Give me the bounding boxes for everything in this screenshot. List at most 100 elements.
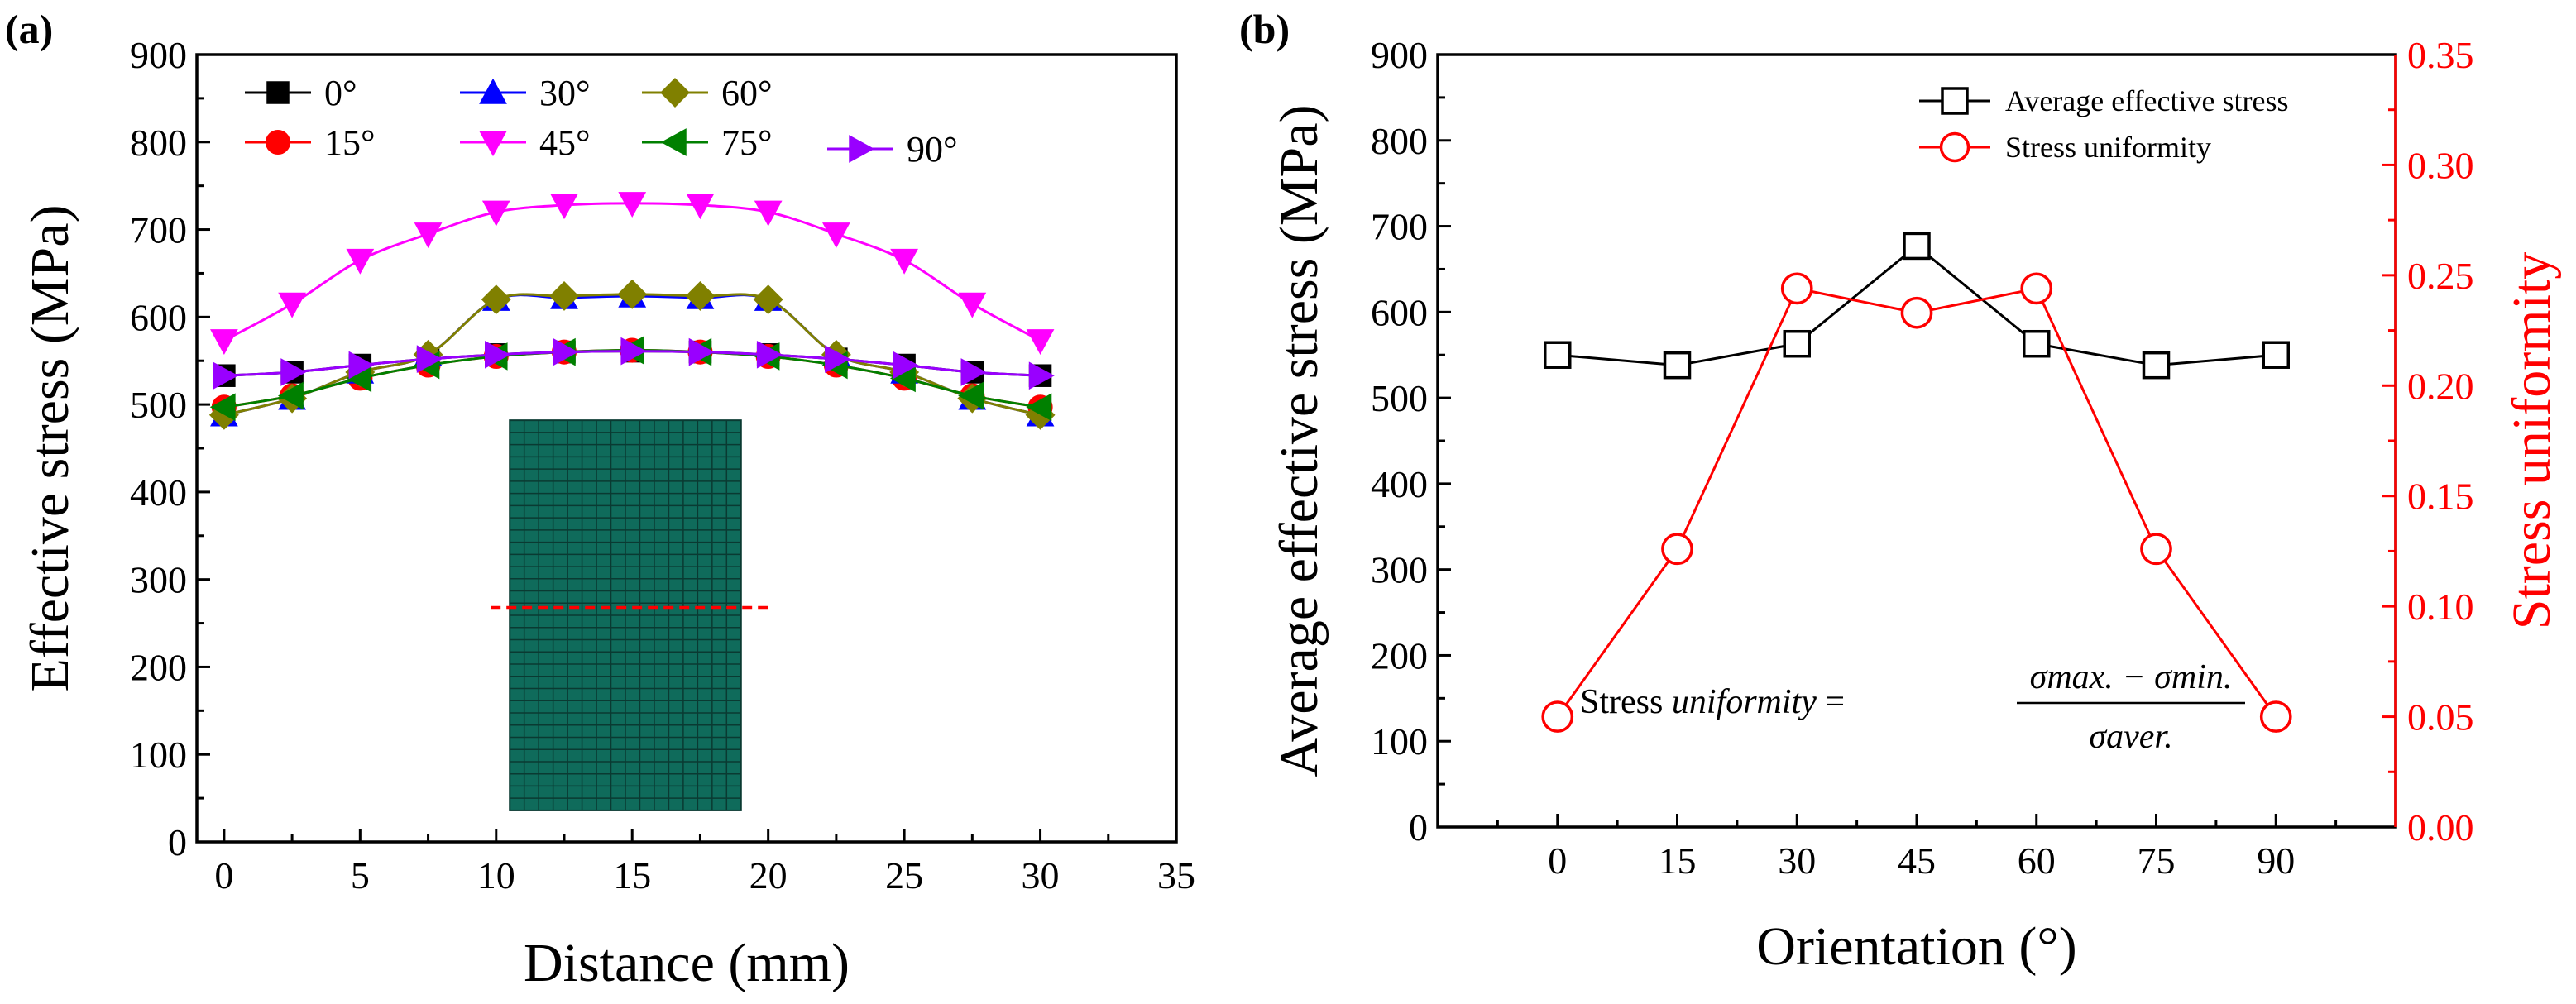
point-a-75-1: [277, 381, 304, 410]
legend-b-marker-stress-uniformity: [1939, 131, 1970, 163]
series-b-average-effective-stress: [1544, 232, 2290, 380]
point-a-75-11: [958, 381, 984, 410]
point-b-stress-uniformity-0: [1541, 700, 1574, 733]
y-right-tick-label-b-0-15: 0.15: [2407, 476, 2474, 518]
point-a-90-4: [485, 340, 510, 369]
legend-a-label-90: 90°: [907, 129, 958, 170]
x-tick-label-a-20: 20: [749, 854, 788, 896]
legend-a-marker-75: [660, 128, 687, 156]
x-tick-label-b-45: 45: [1898, 839, 1936, 882]
y-right-tick-label-b-0-00: 0.00: [2407, 806, 2474, 849]
y-tick-label-a-400: 400: [130, 471, 187, 514]
x-axis-title-b: Orientation (°): [1756, 916, 2076, 977]
point-b-stress-uniformity-4: [2020, 272, 2053, 305]
x-tick-label-b-60: 60: [2018, 839, 2056, 882]
y-right-tick-label-b-0-30: 0.30: [2407, 144, 2474, 186]
point-a-90-10: [893, 351, 919, 380]
point-a-60-7: [685, 280, 716, 311]
legend-a-marker-30: [479, 78, 507, 104]
equation-lhs-italic: uniformity: [1672, 683, 1817, 721]
equation-lhs: Stress uniformity =: [1580, 683, 1845, 721]
mesh-lines: [510, 420, 741, 810]
legend-a-item-90: 90°: [827, 129, 958, 170]
point-a-60-6: [617, 279, 648, 309]
series-group-a: [208, 192, 1056, 430]
point-a-45-0: [210, 329, 238, 356]
legend-b: Average effective stress Stress uniformit…: [1919, 84, 2289, 164]
legend-a-item-30: 30°: [460, 73, 591, 113]
y-axis-title-right-b: Stress uniformity: [2502, 252, 2562, 630]
x-tick-label-b-15: 15: [1659, 839, 1697, 882]
y-tick-label-a-900: 900: [130, 34, 187, 76]
point-b-average-effective-stress-4: [2023, 329, 2051, 358]
point-b-average-effective-stress-5: [2142, 351, 2171, 380]
y-axis-title-a: Effective stress (MPa): [20, 205, 80, 692]
legend-b-marker-average-effective-stress: [1941, 87, 1969, 115]
y-tick-label-a-0: 0: [168, 821, 187, 863]
panel-a-label: (a): [5, 6, 53, 52]
x-tick-label-a-35: 35: [1157, 854, 1195, 896]
legend-a-marker-0: [266, 81, 290, 104]
point-b-average-effective-stress-1: [1663, 351, 1692, 380]
point-b-average-effective-stress-0: [1544, 341, 1572, 369]
y-tick-label-a-600: 600: [130, 296, 187, 338]
legend-a: 0° 30° 60° 15° 45° 75° 90°: [245, 73, 958, 170]
point-a-45-9: [822, 222, 850, 249]
y-tick-label-b-700: 700: [1371, 206, 1428, 248]
x-tick-label-a-30: 30: [1022, 854, 1060, 896]
point-a-45-6: [618, 192, 647, 218]
equation-numerator: σmax. − σmin.: [2030, 658, 2233, 696]
legend-a-item-75: 75°: [642, 122, 773, 163]
legend-a-item-60: 60°: [642, 73, 773, 113]
point-b-average-effective-stress-6: [2262, 341, 2290, 369]
series-group-b: [1541, 232, 2292, 733]
y-tick-label-a-700: 700: [130, 209, 187, 251]
point-b-stress-uniformity-6: [2259, 700, 2292, 733]
y-tick-label-a-500: 500: [130, 384, 187, 426]
y-tick-label-b-400: 400: [1371, 463, 1428, 505]
point-b-stress-uniformity-1: [1661, 533, 1693, 566]
point-a-90-7: [688, 337, 715, 366]
point-a-90-11: [960, 358, 987, 386]
y-right-tick-label-b-0-25: 0.25: [2407, 255, 2474, 297]
point-a-45-11: [958, 292, 987, 318]
y-tick-label-b-600: 600: [1371, 291, 1428, 333]
point-b-average-effective-stress-3: [1903, 232, 1931, 261]
y-right-tick-label-b-0-05: 0.05: [2407, 696, 2474, 739]
point-a-90-0: [213, 361, 239, 390]
x-tick-label-a-5: 5: [351, 854, 370, 896]
series-a-45: [210, 192, 1055, 356]
equation-equals: =: [1817, 683, 1845, 721]
x-tick-label-a-10: 10: [477, 854, 515, 896]
x-tick-label-a-15: 15: [613, 854, 651, 896]
y-tick-label-a-800: 800: [130, 122, 187, 164]
x-axis-title-a: Distance (mm): [524, 933, 850, 993]
legend-a-label-60: 60°: [721, 73, 773, 113]
x-tick-label-a-0: 0: [214, 854, 233, 896]
point-a-60-8: [753, 284, 783, 315]
uniformity-equation: Stress uniformity = σmax. − σmin. σaver.: [1580, 658, 2245, 756]
legend-a-marker-15: [265, 129, 291, 155]
point-a-45-5: [550, 194, 578, 220]
y-tick-label-b-100: 100: [1371, 720, 1428, 763]
y-tick-label-b-800: 800: [1371, 120, 1428, 162]
point-a-90-2: [348, 351, 375, 380]
legend-b-label-average-effective-stress: Average effective stress: [2005, 84, 2289, 117]
point-a-90-8: [756, 340, 783, 369]
axis-ticks-a: 0 100 200 300 400 500 600 700 800 900 0 5 10 15 20 25 30…: [130, 34, 1195, 896]
equation-denominator: σaver.: [2089, 718, 2172, 756]
legend-a-label-45: 45°: [539, 122, 591, 163]
legend-b-item-average-effective-stress: Average effective stress: [1919, 84, 2289, 117]
legend-a-label-15: 15°: [324, 122, 376, 163]
point-a-45-1: [278, 292, 306, 318]
point-b-stress-uniformity-5: [2140, 533, 2172, 566]
point-a-60-4: [481, 284, 511, 315]
point-a-45-10: [890, 248, 918, 275]
plot-frame-a: [195, 53, 1178, 844]
x-tick-label-b-30: 30: [1778, 839, 1816, 882]
panel-b-label: (b): [1239, 6, 1290, 52]
legend-a-label-0: 0°: [324, 73, 357, 113]
y-tick-label-b-300: 300: [1371, 549, 1428, 591]
series-b-stress-uniformity: [1541, 272, 2292, 733]
